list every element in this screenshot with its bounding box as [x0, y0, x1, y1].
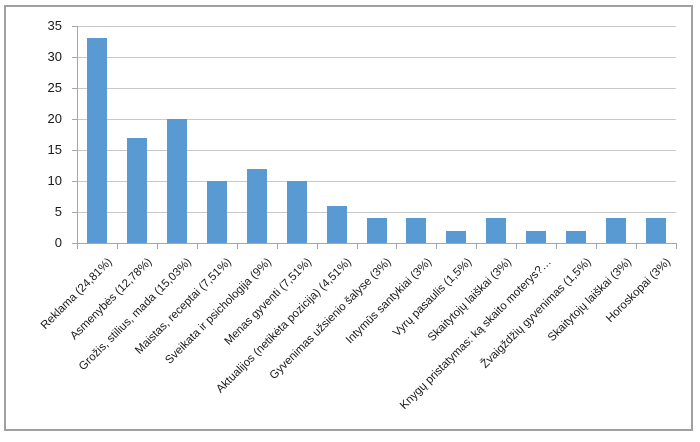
y-tick: [72, 57, 77, 58]
x-tick: [476, 244, 477, 249]
bar: [367, 218, 387, 243]
x-tick: [357, 244, 358, 249]
y-gridline: [77, 181, 676, 182]
y-tick-label: 5: [54, 204, 62, 219]
y-tick: [72, 88, 77, 89]
y-tick-label: 20: [47, 111, 62, 126]
y-gridline: [77, 26, 676, 27]
x-axis-line: [77, 243, 677, 244]
bar: [287, 181, 307, 243]
bar: [526, 231, 546, 243]
y-gridline: [77, 57, 676, 58]
bar: [247, 169, 267, 243]
y-gridline: [77, 212, 676, 213]
y-tick-label: 0: [54, 235, 62, 250]
y-tick: [72, 26, 77, 27]
y-gridline: [77, 150, 676, 151]
y-tick: [72, 212, 77, 213]
y-gridline: [77, 119, 676, 120]
x-category-label: Reklama (24,81%): [38, 256, 115, 332]
y-tick-label: 30: [47, 49, 62, 64]
x-tick: [77, 244, 78, 249]
bar: [486, 218, 506, 243]
y-axis-line: [77, 26, 78, 243]
bar: [566, 231, 586, 243]
x-tick: [436, 244, 437, 249]
y-tick-label: 35: [47, 18, 62, 33]
bar: [606, 218, 626, 243]
x-tick: [636, 244, 637, 249]
bar: [207, 181, 227, 243]
x-category-label: Vyrų pasaulis (1,5%): [390, 256, 474, 340]
bar: [406, 218, 426, 243]
bar: [87, 38, 107, 243]
x-tick: [317, 244, 318, 249]
chart-frame: [4, 5, 693, 431]
y-tick-label: 15: [47, 142, 62, 157]
x-tick: [237, 244, 238, 249]
y-tick-label: 25: [47, 80, 62, 95]
y-tick: [72, 119, 77, 120]
x-tick: [396, 244, 397, 249]
x-tick: [277, 244, 278, 249]
y-gridline: [77, 88, 676, 89]
x-tick: [516, 244, 517, 249]
y-tick: [72, 150, 77, 151]
y-tick: [72, 243, 77, 244]
x-tick: [197, 244, 198, 249]
x-tick: [157, 244, 158, 249]
x-tick: [676, 244, 677, 249]
bar: [446, 231, 466, 243]
y-tick: [72, 181, 77, 182]
x-tick: [596, 244, 597, 249]
x-category-label: Knygų pristatymas: ką skaito moterys?…: [397, 256, 554, 412]
x-tick: [556, 244, 557, 249]
y-tick-label: 10: [47, 173, 62, 188]
x-tick: [117, 244, 118, 249]
bar: [167, 119, 187, 243]
bar: [646, 218, 666, 243]
bar: [327, 206, 347, 243]
bar: [127, 138, 147, 243]
